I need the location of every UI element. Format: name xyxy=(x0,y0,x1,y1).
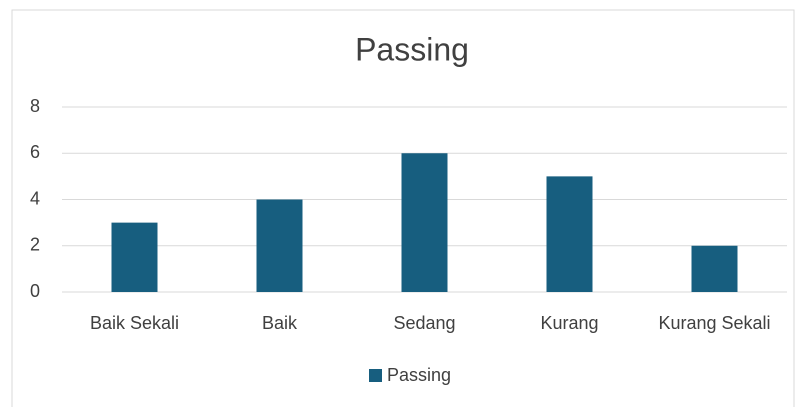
y-tick-label: 8 xyxy=(30,96,40,116)
y-tick-label: 4 xyxy=(30,188,40,208)
x-tick-label: Sedang xyxy=(393,313,455,333)
legend-swatch xyxy=(369,369,382,382)
x-tick-label: Baik xyxy=(262,313,298,333)
bar xyxy=(691,245,738,292)
x-tick-label: Kurang Sekali xyxy=(658,313,770,333)
y-tick-label: 2 xyxy=(30,235,40,255)
y-tick-label: 6 xyxy=(30,142,40,162)
x-tick-label: Baik Sekali xyxy=(90,313,179,333)
chart-title: Passing xyxy=(355,31,469,67)
bar xyxy=(256,199,303,292)
bar xyxy=(111,222,158,292)
bar xyxy=(546,176,593,292)
y-tick-label: 0 xyxy=(30,281,40,301)
x-tick-label: Kurang xyxy=(540,313,598,333)
legend-label: Passing xyxy=(387,365,451,385)
bar xyxy=(401,153,448,292)
